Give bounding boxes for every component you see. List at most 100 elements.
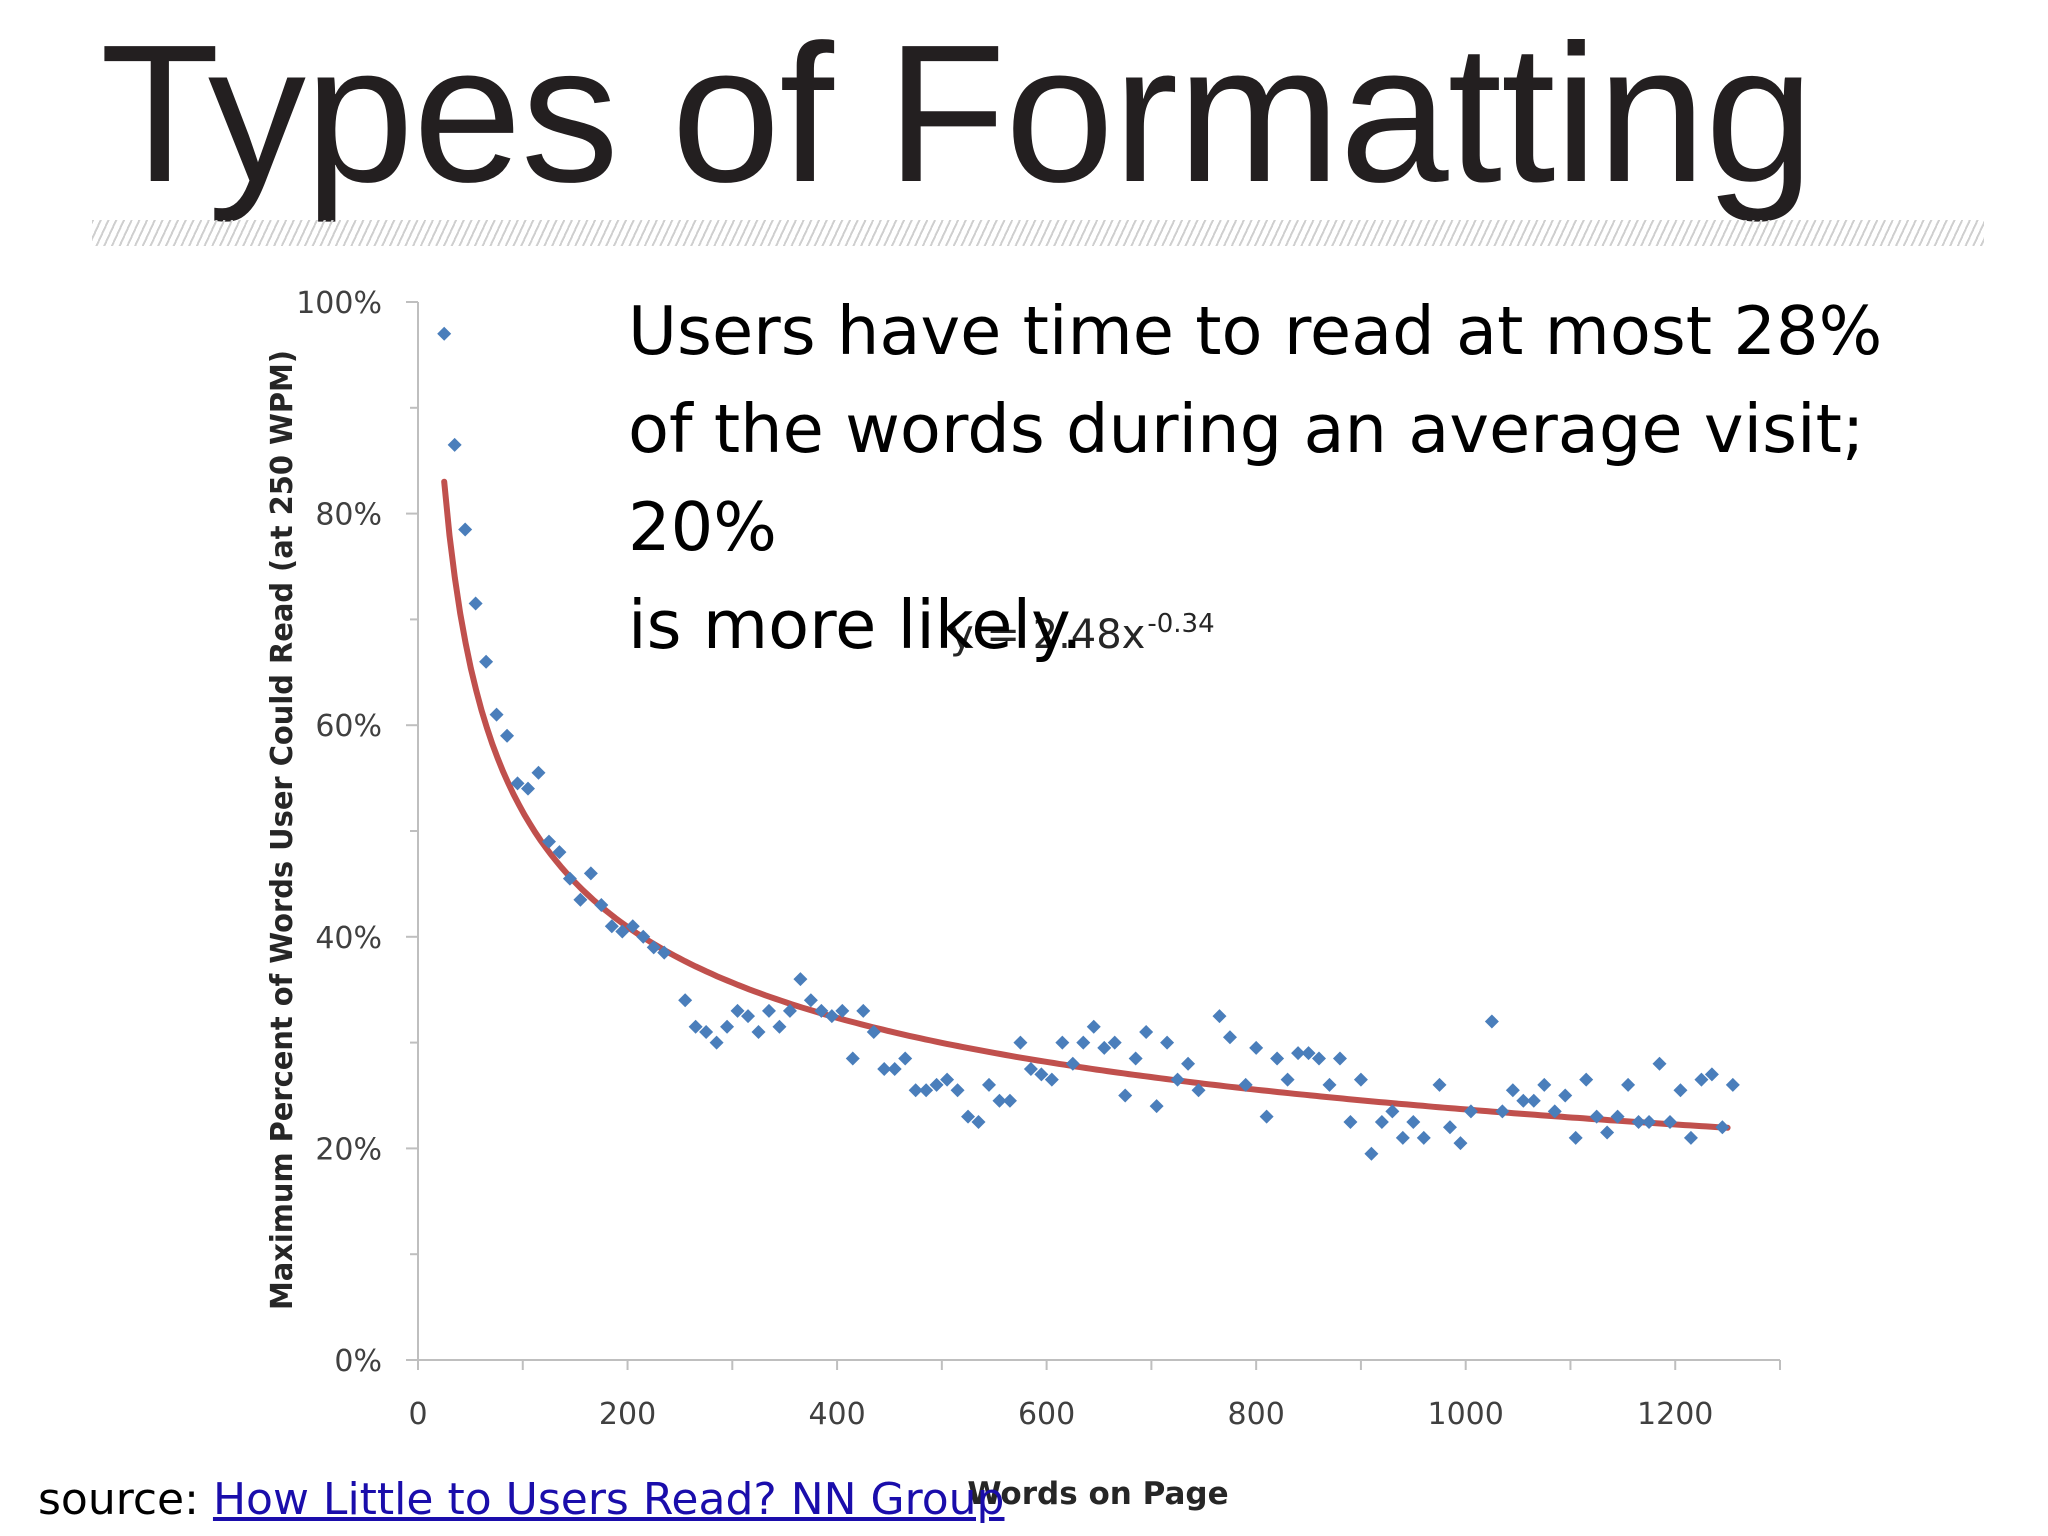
data-point [625,919,640,934]
x-tick-label: 400 [808,1397,865,1432]
data-point [552,845,567,860]
y-tick-label: 0% [334,1344,382,1379]
data-point [1332,1051,1347,1066]
data-point [1291,1046,1306,1061]
data-point [793,972,808,987]
x-tick-label: 1000 [1428,1397,1504,1432]
slide-title: Types of Formatting [100,4,1814,223]
data-point [1610,1109,1625,1124]
hatched-divider [92,220,1984,246]
data-point [720,1019,735,1034]
data-point [1374,1114,1389,1129]
data-point [1715,1120,1730,1135]
data-point [510,776,525,791]
data-point [479,654,494,669]
data-point [1662,1114,1677,1129]
source-label: source: [38,1474,199,1525]
data-point [929,1077,944,1092]
data-point [1621,1077,1636,1092]
data-point [1055,1035,1070,1050]
data-point [1222,1030,1237,1045]
data-point [699,1025,714,1040]
data-point [562,871,577,886]
data-point [1526,1093,1541,1108]
data-point [1238,1077,1253,1092]
data-point [583,866,598,881]
data-point [657,945,672,960]
data-point [741,1009,756,1024]
data-point [1364,1146,1379,1161]
data-point [782,1003,797,1018]
data-point [824,1009,839,1024]
data-point [981,1077,996,1092]
data-point [1249,1040,1264,1055]
x-tick-label: 1200 [1637,1397,1713,1432]
data-point [908,1083,923,1098]
data-point [1044,1072,1059,1087]
data-point [845,1051,860,1066]
chart-labels-layer: 0% 20% 40% 60% 80% 100% 0 200 400 600 800 1000 1200 W… [265,286,1713,1512]
data-point [489,707,504,722]
data-point [1652,1056,1667,1071]
data-point [1107,1035,1122,1050]
data-point [1463,1104,1478,1119]
y-tick-label: 100% [296,286,382,321]
data-point [1353,1072,1368,1087]
x-axis-title: Words on Page [967,1476,1228,1512]
x-tick-label: 800 [1228,1397,1285,1432]
data-point [1149,1099,1164,1114]
data-point [992,1093,1007,1108]
data-point [961,1109,976,1124]
source-link[interactable]: How Little to Users Read? NN Group [212,1474,1005,1525]
data-point [1589,1109,1604,1124]
data-point [1312,1051,1327,1066]
data-point [1086,1019,1101,1034]
data-point [1191,1083,1206,1098]
data-point [1128,1051,1143,1066]
data-point [1406,1114,1421,1129]
data-point [709,1035,724,1050]
data-point [803,993,818,1008]
data-point [971,1114,986,1129]
data-point [772,1019,787,1034]
data-point [1484,1014,1499,1029]
data-point [1442,1120,1457,1135]
data-point [1118,1088,1133,1103]
data-point [1631,1114,1646,1129]
data-point [1568,1130,1583,1145]
data-point [1694,1072,1709,1087]
data-point [468,596,483,611]
data-point [1453,1136,1468,1151]
data-point [573,892,588,907]
data-point [1395,1130,1410,1145]
data-point [1385,1104,1400,1119]
data-point [1013,1035,1028,1050]
data-point [604,919,619,934]
data-point [1432,1077,1447,1092]
data-point [1343,1114,1358,1129]
data-point [458,522,473,537]
chart-axes [406,301,1781,1370]
data-point [1558,1088,1573,1103]
data-point [1065,1056,1080,1071]
data-point [1280,1072,1295,1087]
data-point [1505,1083,1520,1098]
data-point [1034,1067,1049,1082]
data-point [678,993,693,1008]
x-tick-label: 0 [408,1397,427,1432]
data-point [594,898,609,913]
data-point [950,1083,965,1098]
data-point [730,1003,745,1018]
data-point [1537,1077,1552,1092]
data-point [521,781,536,796]
data-point [866,1025,881,1040]
data-point [835,1003,850,1018]
data-point [761,1003,776,1018]
callout-text: Users have time to read at most 28% of t… [628,292,1883,664]
data-point [887,1062,902,1077]
data-point [940,1072,955,1087]
data-point [1322,1077,1337,1092]
data-point [1547,1104,1562,1119]
data-point [1301,1046,1316,1061]
